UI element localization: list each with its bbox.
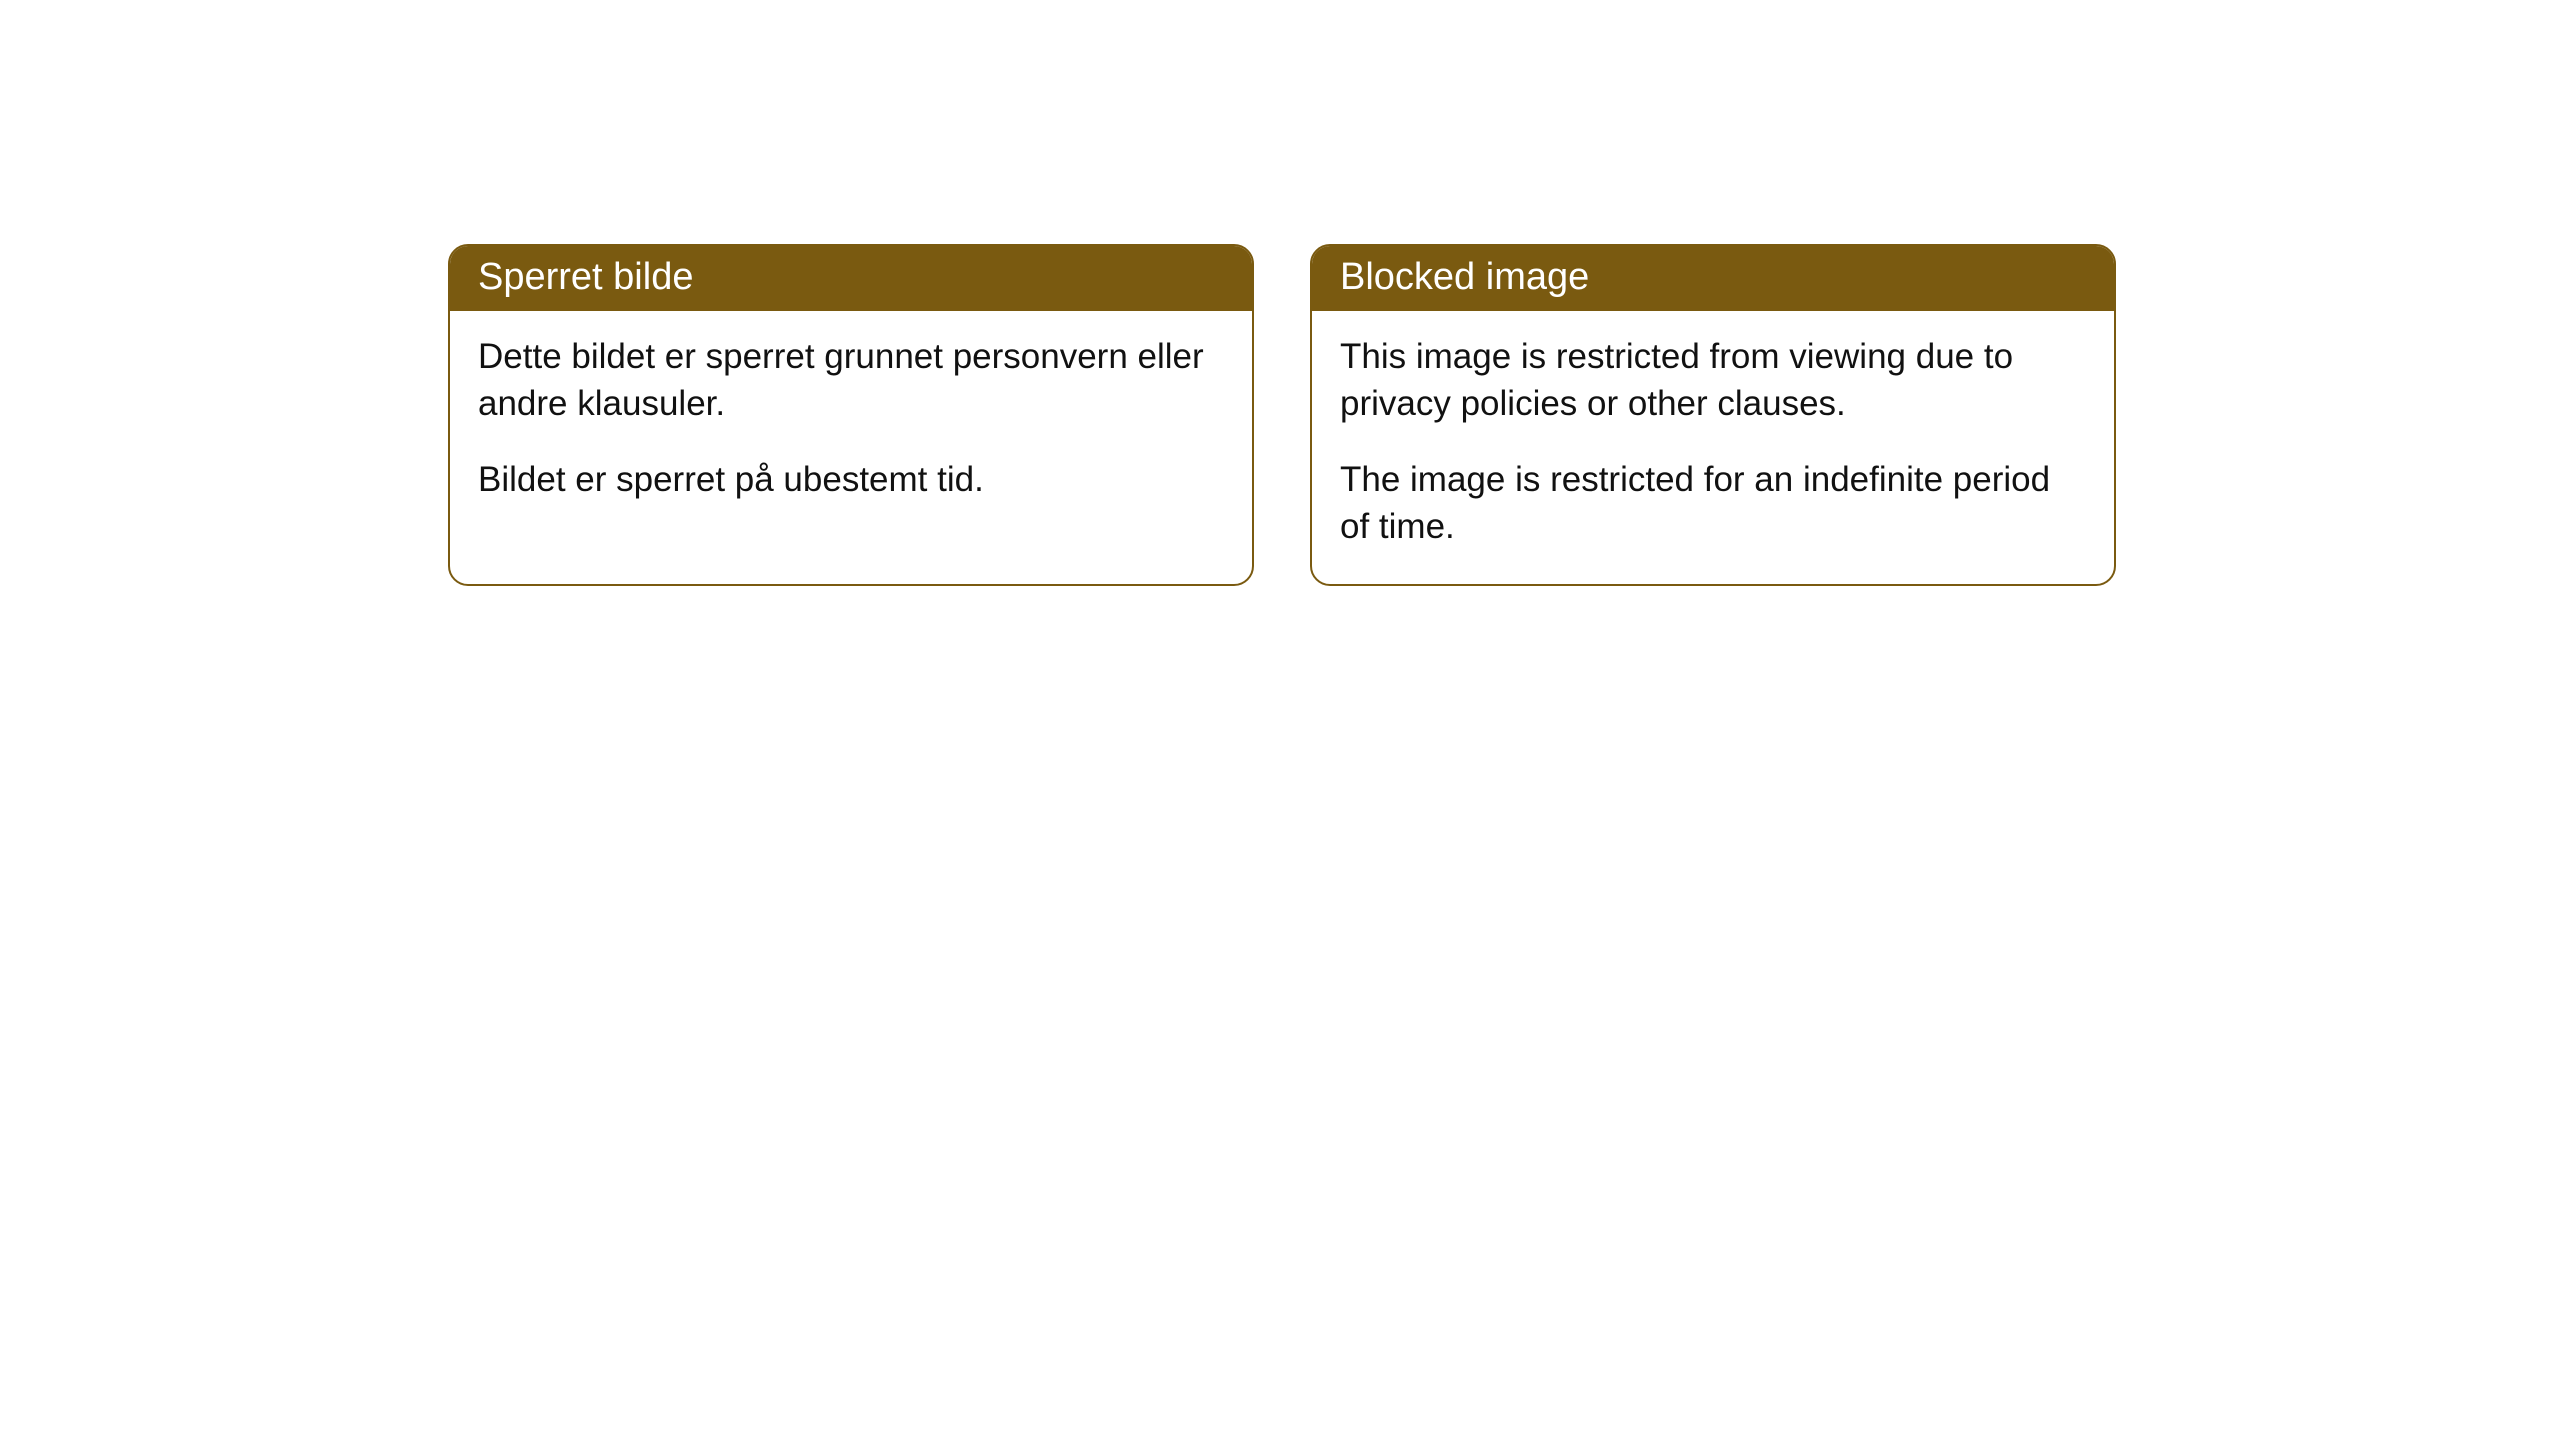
card-body: This image is restricted from viewing du… (1312, 311, 2114, 584)
card-paragraph: This image is restricted from viewing du… (1340, 333, 2086, 428)
card-title: Blocked image (1312, 246, 2114, 311)
card-body: Dette bildet er sperret grunnet personve… (450, 311, 1252, 537)
notice-cards-container: Sperret bilde Dette bildet er sperret gr… (0, 0, 2560, 586)
card-paragraph: Dette bildet er sperret grunnet personve… (478, 333, 1224, 428)
blocked-image-card-norwegian: Sperret bilde Dette bildet er sperret gr… (448, 244, 1254, 586)
blocked-image-card-english: Blocked image This image is restricted f… (1310, 244, 2116, 586)
card-paragraph: Bildet er sperret på ubestemt tid. (478, 456, 1224, 503)
card-paragraph: The image is restricted for an indefinit… (1340, 456, 2086, 551)
card-title: Sperret bilde (450, 246, 1252, 311)
